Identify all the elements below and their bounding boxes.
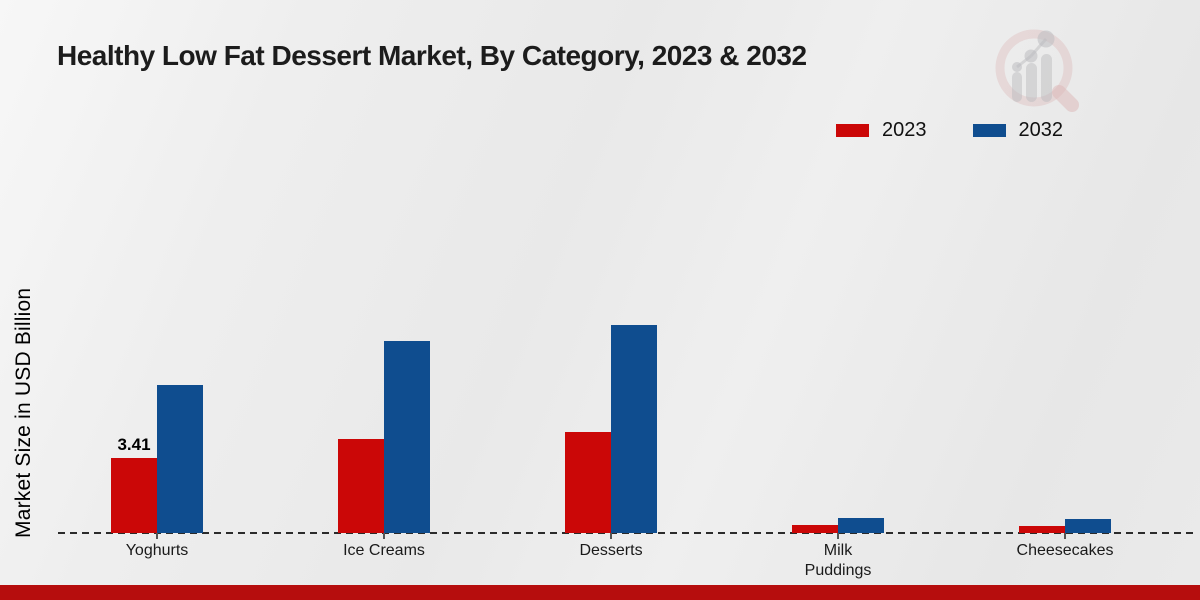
- category-label-milk-puddings: Milk Puddings: [804, 542, 872, 579]
- bar-2023-ice-creams: [338, 439, 384, 533]
- chart-title: Healthy Low Fat Dessert Market, By Categ…: [57, 40, 807, 71]
- logo-magnifier-handle: [1052, 85, 1079, 112]
- category-label-cheesecakes: Cheesecakes: [1016, 542, 1114, 559]
- bar-value-label-yoghurts: 3.41: [117, 435, 151, 454]
- legend-swatch-2032: [972, 124, 1006, 137]
- footer-accent-bar: [0, 585, 1200, 600]
- legend-item-2032[interactable]: 2032: [972, 119, 1064, 142]
- logo-magnifier-ring: [995, 29, 1073, 107]
- legend-item-2023[interactable]: 2023: [836, 119, 927, 142]
- x-axis-tick-milk-puddings: [837, 533, 839, 539]
- logo-trend-line: [1016, 38, 1048, 69]
- bar-2032-yoghurts: [157, 385, 203, 533]
- category-label-desserts: Desserts: [579, 542, 643, 559]
- bar-2023-milk-puddings: [792, 525, 838, 533]
- legend-label-2032: 2032: [1018, 119, 1064, 141]
- bar-2032-cheesecakes: [1065, 519, 1111, 533]
- bar-2032-ice-creams: [384, 341, 430, 533]
- legend-label-2023: 2023: [882, 119, 927, 141]
- bar-2023-desserts: [565, 432, 611, 533]
- bar-2023-cheesecakes: [1019, 526, 1065, 533]
- category-label-yoghurts: Yoghurts: [125, 542, 189, 559]
- x-axis-tick-cheesecakes: [1064, 533, 1066, 539]
- legend: 2023 2032: [836, 119, 1063, 142]
- logo-bars: [1012, 54, 1052, 102]
- bar-2032-desserts: [611, 325, 657, 533]
- x-axis-tick-desserts: [610, 533, 612, 539]
- bar-2023-yoghurts: [111, 458, 157, 533]
- x-axis-tick-ice-creams: [383, 533, 385, 539]
- logo-trend-dots: [1012, 30, 1055, 72]
- bar-2032-milk-puddings: [838, 518, 884, 533]
- category-label-ice-creams: Ice Creams: [343, 542, 425, 559]
- market-research-future-logo: [995, 29, 1079, 112]
- x-axis-tick-yoghurts: [156, 533, 158, 539]
- x-axis-baseline: [58, 532, 1196, 534]
- legend-swatch-2023: [836, 124, 869, 137]
